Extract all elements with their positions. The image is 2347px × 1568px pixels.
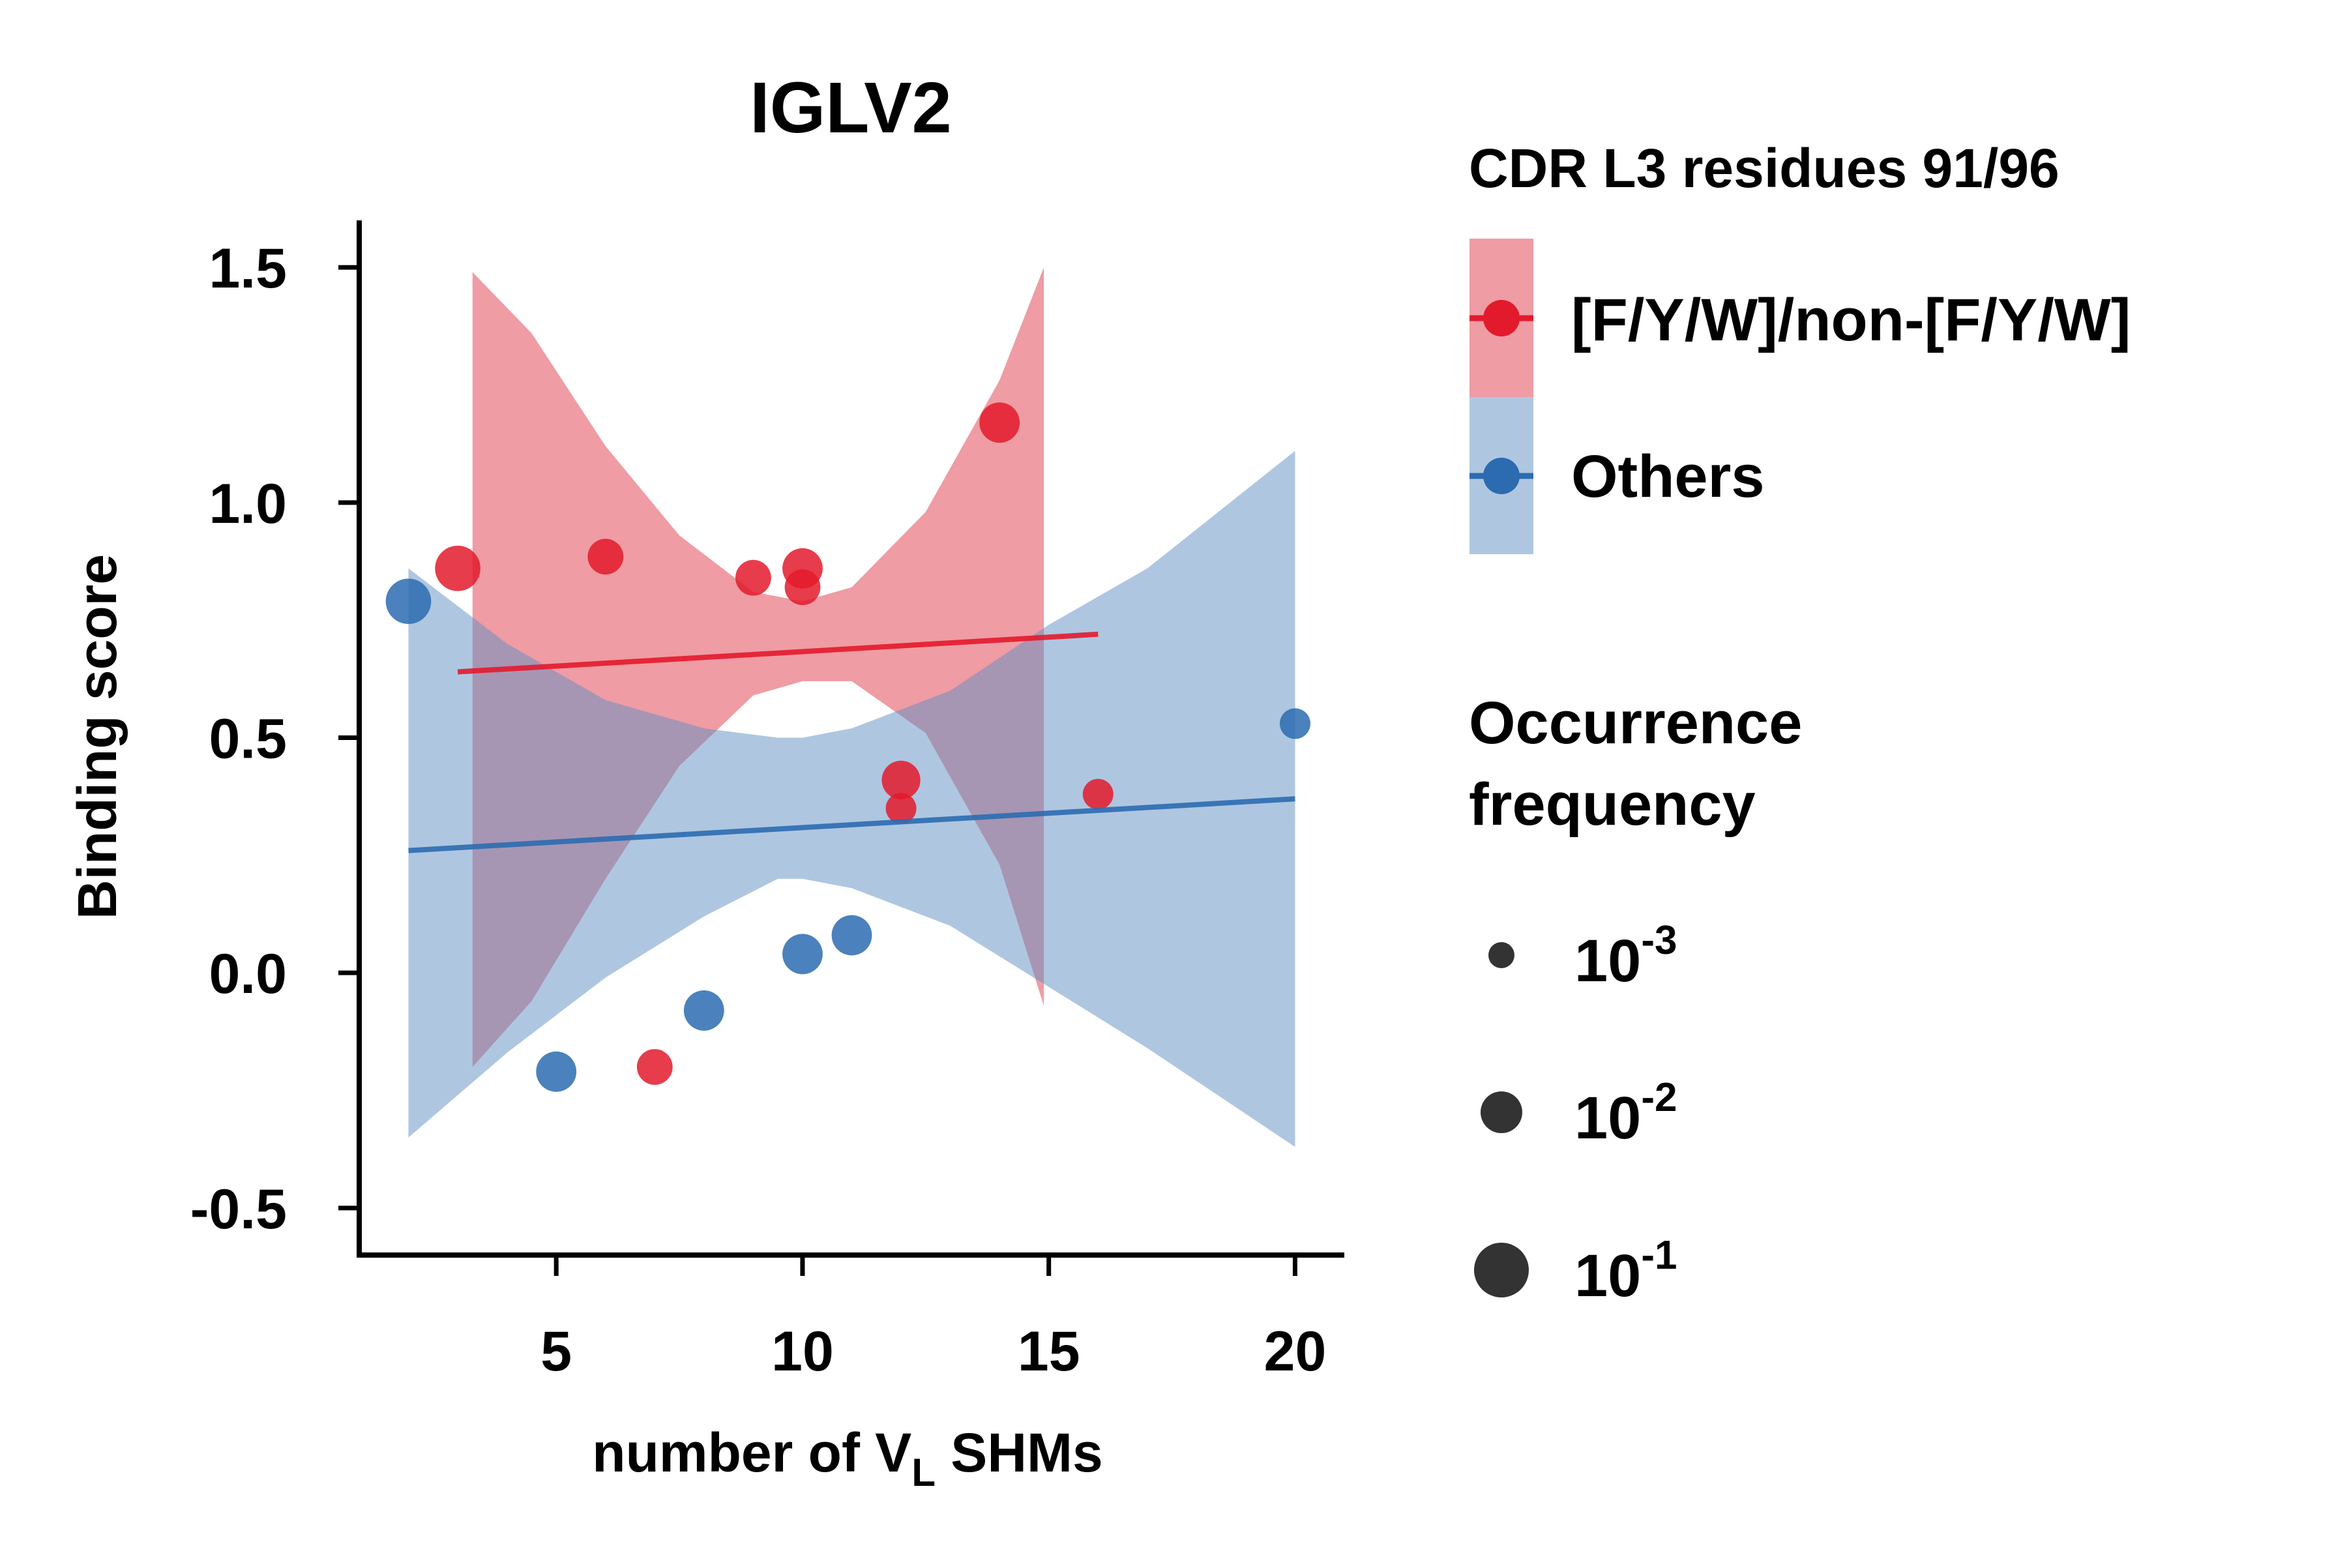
- fit-line-0: [457, 631, 1099, 675]
- data-point-s0-1: [587, 539, 624, 575]
- legend-size-marker-medium: [1481, 1091, 1522, 1133]
- x-tick-label-1: 10: [771, 1320, 834, 1383]
- legend-size-title-line2: frequency: [1469, 771, 1756, 838]
- legend-size-marker-large: [1474, 1243, 1529, 1297]
- x-axis-ticks: 5 10 15 20: [540, 1255, 1326, 1383]
- confidence-band-0: [472, 267, 1044, 1067]
- data-points: [385, 402, 1310, 1092]
- legend-size-marker-small: [1488, 942, 1514, 968]
- data-point-s0-3: [735, 559, 771, 596]
- legend-groups: CDR L3 residues 91/96 [F/Y/W]/non-[F/Y/W…: [1469, 138, 2131, 554]
- y-axis-label: Binding score: [66, 554, 128, 919]
- data-point-s1-4: [831, 915, 872, 956]
- data-point-s0-9: [1082, 778, 1114, 810]
- chart-title: IGLV2: [750, 68, 952, 148]
- legend-size-title-line1: Occurrence: [1469, 690, 1802, 756]
- data-point-s1-1: [536, 1051, 577, 1092]
- y-axis-ticks: -0.5 0.0 0.5 1.0 1.5: [190, 237, 359, 1241]
- data-point-s0-7: [885, 793, 917, 824]
- legend-size-label-medium: 10-2: [1574, 1075, 1677, 1151]
- data-point-s1-5: [1280, 708, 1310, 739]
- legend-label-blue: Others: [1571, 443, 1765, 510]
- x-axis-label: number of VL SHMs: [592, 1422, 1102, 1494]
- x-tick-label-2: 15: [1018, 1320, 1080, 1383]
- legend-size-label-small: 10-3: [1574, 918, 1677, 994]
- data-point-s0-8: [979, 402, 1020, 443]
- legend-marker-red: [1483, 300, 1520, 336]
- data-point-s1-0: [385, 578, 432, 625]
- confidence-bands: [408, 267, 1295, 1147]
- data-point-s1-2: [683, 990, 724, 1031]
- data-point-s0-6: [881, 760, 921, 799]
- y-tick-label-3: 1.0: [209, 473, 287, 535]
- data-point-s0-0: [435, 546, 480, 591]
- x-tick-label-0: 5: [540, 1320, 572, 1383]
- data-point-s1-3: [782, 934, 823, 975]
- fit-line-1: [408, 796, 1295, 853]
- data-point-s0-5: [784, 569, 821, 606]
- y-tick-label-1: 0.0: [209, 943, 287, 1005]
- legend-marker-blue: [1483, 458, 1520, 494]
- legend-sizes: Occurrence frequency 10-3 10-2 10-1: [1469, 690, 1802, 1309]
- legend-label-red: [F/Y/W]/non-[F/Y/W]: [1571, 287, 2131, 353]
- legend-group-title: CDR L3 residues 91/96: [1469, 138, 2059, 199]
- data-point-s0-2: [636, 1049, 673, 1085]
- confidence-band-1: [408, 451, 1295, 1147]
- legend-size-label-large: 10-1: [1574, 1233, 1677, 1309]
- y-tick-label-0: -0.5: [190, 1178, 287, 1241]
- y-tick-label-4: 1.5: [209, 237, 287, 300]
- x-tick-label-3: 20: [1264, 1320, 1327, 1383]
- fit-lines: [408, 631, 1295, 853]
- y-tick-label-2: 0.5: [209, 708, 287, 771]
